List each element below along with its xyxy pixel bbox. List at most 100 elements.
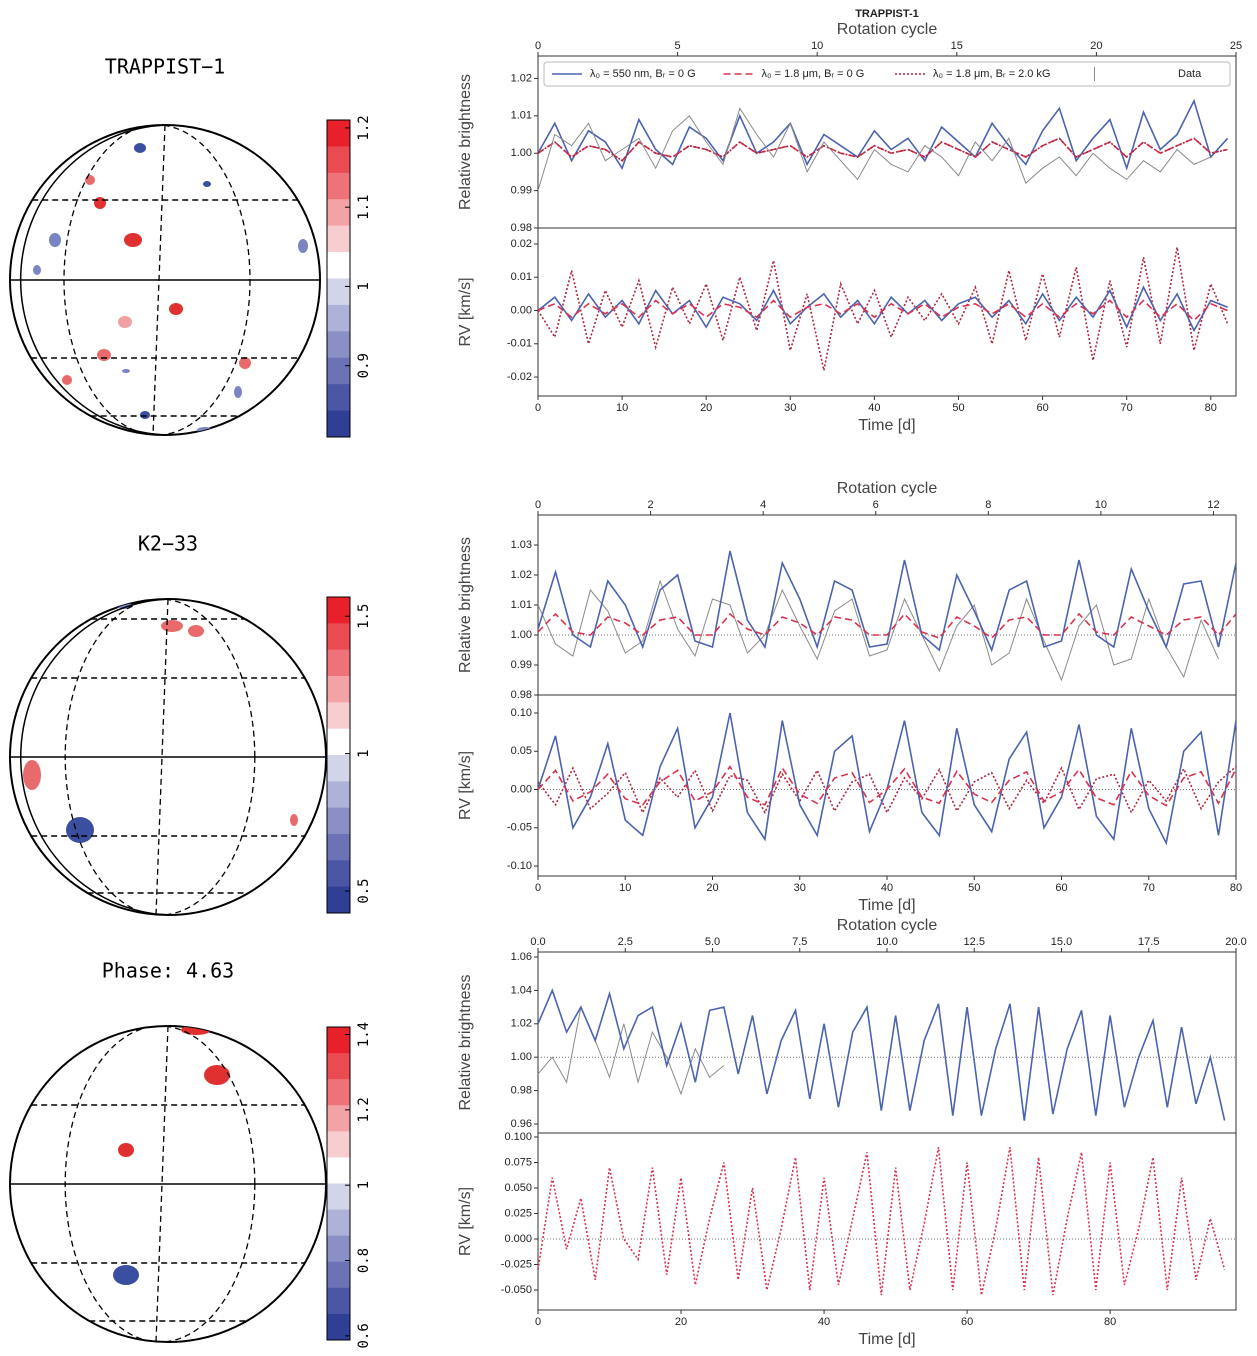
spot [204,1065,230,1085]
x2-tick-label: 10.0 [876,936,897,948]
colorbar-band [327,1079,350,1106]
x2-axis-label: Rotation cycle [837,480,938,497]
colorbar-band [327,146,350,174]
colorbar-band [327,331,350,359]
colorbar-band [327,199,350,227]
y-axis-label: RV [km/s] [457,1187,474,1256]
series-line [538,1147,1226,1296]
x-tick-label: 0 [535,402,541,414]
series-line [538,988,1226,1121]
x-tick-label: 10 [616,402,628,414]
x2-tick-label: 0 [535,40,541,52]
colorbar-band [327,1131,350,1158]
y-tick-label: -0.025 [501,1258,532,1270]
colorbar-band [327,702,350,730]
colorbar-band [327,384,350,412]
colorbar-tick-label: 1 [356,1181,372,1189]
colorbar-tick-label: 1 [356,282,372,290]
colorbar-band [327,120,350,147]
x2-tick-label: 2.5 [618,936,633,948]
legend-box [543,61,1231,87]
colorbar-band [327,886,350,914]
y-tick-label: -0.02 [507,371,532,383]
y-tick-label: -0.01 [507,338,532,350]
x2-tick-label: 0.0 [530,936,545,948]
x2-axis-label: Rotation cycle [837,917,938,934]
y-tick-label: 1.02 [511,72,532,84]
y-tick-label: 0.10 [511,707,532,719]
spot [33,265,41,275]
x-tick-label: 0 [535,882,541,894]
colorbar-band [327,278,350,306]
plot-frame [537,514,1237,696]
plot-area [538,247,1229,371]
spot [85,175,95,185]
y-tick-label: 1.04 [511,984,532,996]
y-tick-label: 0.05 [511,745,532,757]
y-tick-label: 0.98 [511,222,532,234]
meridian [64,1026,256,1342]
spot [239,357,251,369]
spot [49,233,61,247]
x-tick-label: 20 [675,1316,687,1328]
colorbar-band [327,225,350,253]
series-line [538,299,1228,322]
y-tick-label: 0.02 [511,238,532,250]
y-tick-label: 1.03 [511,539,532,551]
map-title: Phase: 4.63 [102,959,234,983]
colorbar-band [327,807,350,835]
x2-tick-label: 4 [760,499,766,511]
y-tick-label: 0.00 [511,304,532,316]
x2-axis-label: Rotation cycle [837,21,938,38]
plot-frame [537,1132,1237,1311]
colorbar-band [327,1053,350,1080]
y-tick-label: 1.00 [511,629,532,641]
y-tick-label: 0.99 [511,185,532,197]
x2-tick-label: 6 [873,499,879,511]
colorbar-tick-label: 1.1 [356,195,372,220]
x2-tick-label: 8 [985,499,991,511]
limb [19,599,326,915]
meridian [155,1026,169,1342]
colorbar-band [327,728,350,756]
x2-tick-label: 20 [1090,40,1102,52]
plot-frame [537,227,1237,397]
colorbar-band [327,1235,350,1263]
colorbar-band [327,172,350,200]
colorbar-band [327,676,350,703]
x2-tick-label: 12 [1207,499,1219,511]
x-tick-label: 40 [818,1316,830,1328]
series-line [538,107,1212,191]
y-tick-label: 0.99 [511,659,532,671]
legend-label: λ₀ = 1.8 μm, Bᵣ = 2.0 kG [933,68,1050,80]
spot [62,375,72,385]
series-line [538,247,1229,371]
x-tick-label: 40 [868,402,880,414]
x2-tick-label: 12.5 [964,936,985,948]
y-tick-label: 0.98 [511,1084,532,1096]
sphere-surface [10,125,320,435]
x-tick-label: 30 [784,402,796,414]
series-line [538,1005,725,1096]
meridian [152,125,166,435]
plot-area [538,550,1236,682]
colorbar-band [327,1313,350,1341]
colorbar-band [327,1261,350,1289]
x2-tick-label: 0 [535,499,541,511]
plot-frame [537,951,1237,1134]
y-tick-label: 0.98 [511,689,532,701]
y-tick-label: 1.00 [511,147,532,159]
sphere-surface [10,599,326,915]
y-tick-label: 1.01 [511,599,532,611]
colorbar-band [327,1287,350,1315]
spot [169,303,183,315]
meridian [64,599,256,915]
x-tick-label: 60 [961,1316,973,1328]
legend-label: λ₀ = 1.8 μm, Bᵣ = 0 G [762,68,865,80]
spot [290,814,298,826]
y-axis-label: Relative brightness [457,74,474,210]
colorbar-tick-label: 0.5 [356,878,372,903]
colorbar-frame [326,596,351,914]
